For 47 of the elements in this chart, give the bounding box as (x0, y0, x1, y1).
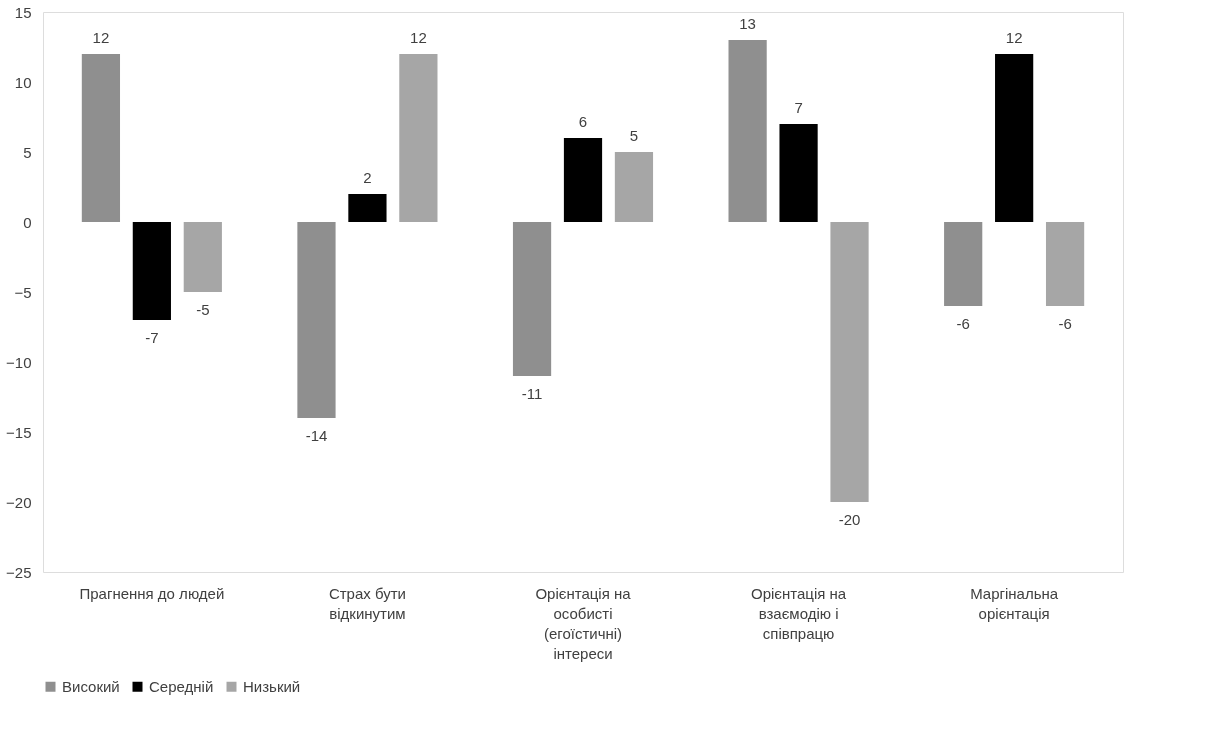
bar (779, 124, 818, 222)
data-label: -11 (521, 385, 543, 402)
x-tick-label: Страх бути відкинутим (328, 584, 406, 622)
bar (614, 152, 654, 222)
x-tick-label: Орієнтація на взаємодію і співпрацю (750, 584, 847, 642)
data-label: -20 (838, 511, 861, 528)
x-tick-label: Маргінальна орієнтація (970, 584, 1059, 622)
legend-label: Високий (62, 677, 120, 695)
y-tick-label: 10 (14, 73, 32, 91)
bar (399, 54, 438, 222)
y-tick-label: −5 (14, 283, 32, 301)
y-tick-label: −20 (6, 493, 32, 511)
y-tick-label: 15 (14, 3, 32, 21)
data-label: 13 (739, 15, 756, 32)
bar (512, 222, 552, 376)
bar (348, 194, 387, 222)
legend-label: Середній (149, 677, 214, 695)
bar (183, 222, 222, 292)
data-label: -5 (196, 301, 210, 318)
x-tick-label: Орієнтація на особисті (егоїстичні) інтереси (535, 584, 632, 662)
data-label: -7 (145, 329, 159, 346)
data-label: 12 (410, 29, 427, 46)
x-tick-label: Прагнення до людей (79, 584, 225, 602)
data-label: 12 (1005, 29, 1023, 46)
data-label: -6 (1058, 315, 1072, 332)
bar (995, 54, 1034, 222)
bar (563, 138, 603, 222)
y-tick-label: 5 (23, 143, 32, 161)
bar (728, 40, 767, 222)
data-label: 5 (629, 127, 639, 144)
bar (830, 222, 869, 502)
bar (944, 222, 983, 306)
bar (297, 222, 336, 418)
legend-label: Низький (243, 677, 301, 695)
data-label: -6 (956, 315, 970, 332)
data-label: 7 (794, 99, 803, 116)
y-tick-label: −25 (6, 563, 32, 581)
data-label: 12 (92, 29, 110, 46)
bar (132, 222, 171, 320)
data-label: -14 (305, 427, 328, 444)
y-tick-label: −10 (6, 353, 32, 371)
data-label: 2 (363, 169, 372, 186)
data-label: 6 (578, 113, 588, 130)
bar (1045, 222, 1085, 306)
bar (81, 54, 121, 222)
y-tick-label: −15 (6, 423, 32, 441)
y-tick-label: 0 (23, 213, 32, 231)
